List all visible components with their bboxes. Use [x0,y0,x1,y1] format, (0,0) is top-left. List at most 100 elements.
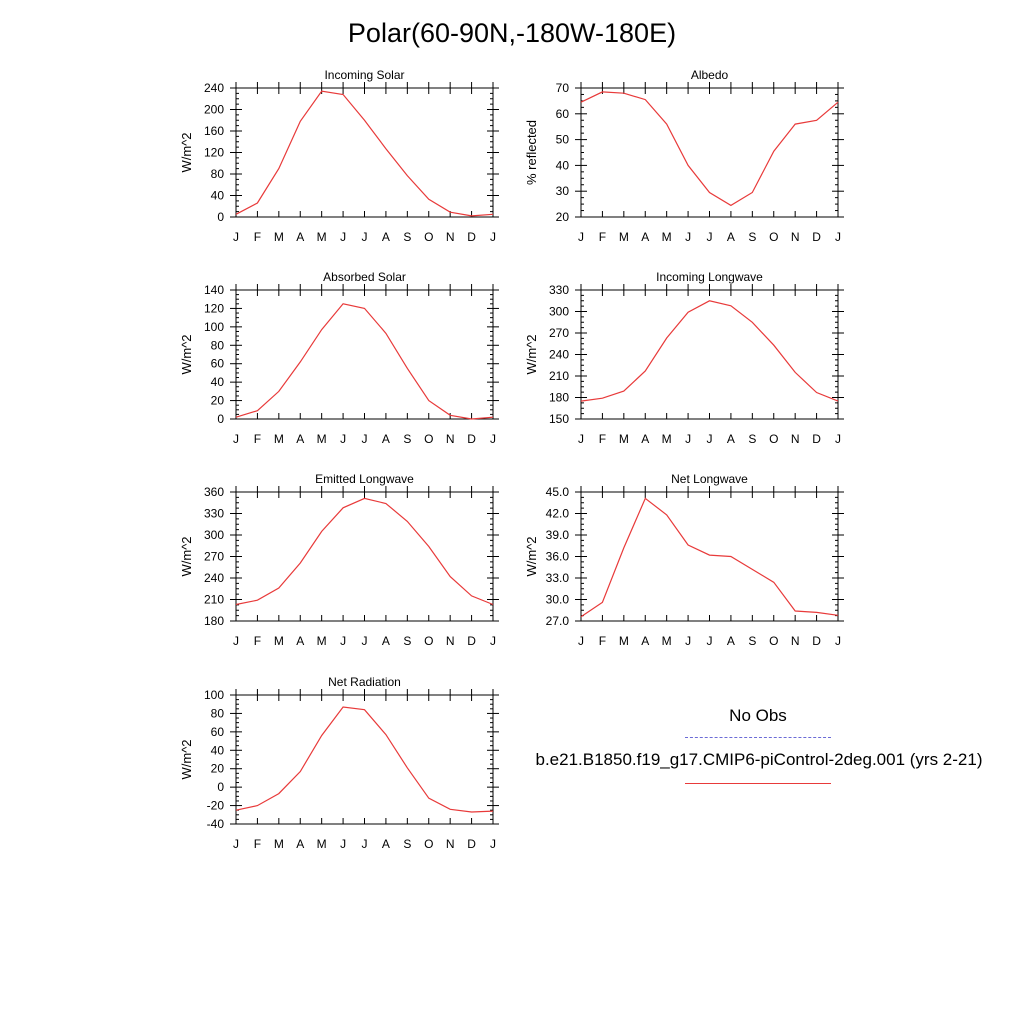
y-tick-label: 120 [204,146,224,160]
y-tick-label: 210 [204,593,224,607]
x-tick-label: A [296,230,304,244]
x-tick-label: A [382,230,390,244]
x-tick-label: A [382,634,390,648]
x-tick-label: F [599,634,606,648]
legend-obs-swatch [685,737,831,738]
y-tick-label: 160 [204,124,224,138]
x-tick-label: J [233,837,239,851]
x-tick-label: J [233,230,239,244]
y-tick-label: -20 [207,799,225,813]
series-line [235,303,494,420]
y-tick-label: 300 [204,528,224,542]
x-tick-label: A [727,432,735,446]
series-line [235,706,494,813]
x-tick-label: A [727,230,735,244]
x-tick-label: F [254,837,261,851]
x-tick-label: J [685,432,691,446]
y-tick-label: 40 [211,375,225,389]
plot-frame [235,694,494,825]
y-tick-label: 45.0 [546,485,570,499]
x-tick-label: A [296,837,304,851]
series-line [235,90,494,217]
x-tick-label: N [446,634,455,648]
series-line [580,300,839,402]
x-tick-label: J [490,432,496,446]
x-tick-label: J [340,432,346,446]
plot-frame [235,87,494,218]
x-tick-label: M [317,230,327,244]
y-tick-label: 360 [204,485,224,499]
x-tick-label: J [685,634,691,648]
x-tick-label: S [403,432,411,446]
x-tick-label: O [769,432,778,446]
legend-model-label: b.e21.B1850.f19_g17.CMIP6-piControl-2deg… [535,750,983,769]
y-tick-label: 140 [204,283,224,297]
y-tick-label: 270 [549,326,569,340]
x-tick-label: D [812,634,821,648]
series-line [580,497,839,618]
y-tick-label: 40 [556,158,570,172]
x-tick-label: A [296,432,304,446]
x-tick-label: J [233,634,239,648]
chart-title: Incoming Solar [324,68,404,82]
y-tick-label: 240 [204,81,224,95]
y-tick-label: 330 [204,507,224,521]
x-tick-label: J [490,230,496,244]
x-tick-label: A [641,230,649,244]
y-tick-label: 60 [211,725,225,739]
y-tick-label: 36.0 [546,550,570,564]
x-tick-label: N [446,432,455,446]
x-tick-label: A [382,837,390,851]
y-tick-label: 180 [549,391,569,405]
y-tick-label: 240 [549,348,569,362]
x-tick-label: D [467,634,476,648]
x-tick-label: S [403,837,411,851]
plot-frame [235,289,494,420]
chart-title: Net Radiation [328,675,401,689]
x-tick-label: J [578,230,584,244]
series-line [580,91,839,207]
x-tick-label: J [578,634,584,648]
x-tick-label: A [382,432,390,446]
x-tick-label: M [662,230,672,244]
x-tick-label: M [619,230,629,244]
y-tick-label: 240 [204,571,224,585]
x-tick-label: M [619,634,629,648]
y-tick-label: 60 [556,107,570,121]
y-tick-label: 120 [204,301,224,315]
x-tick-label: J [490,634,496,648]
legend-model-swatch [685,783,831,784]
x-tick-label: D [467,837,476,851]
y-tick-label: 80 [211,706,225,720]
x-tick-label: O [424,230,433,244]
y-tick-label: 20 [211,762,225,776]
y-tick-label: 40 [211,743,225,757]
x-tick-label: M [662,432,672,446]
y-axis-label: W/m^2 [179,739,194,779]
y-tick-label: 42.0 [546,507,570,521]
y-tick-label: 0 [217,210,224,224]
page-title: Polar(60-90N,-180W-180E) [347,18,677,48]
y-tick-label: 80 [211,338,225,352]
x-tick-label: M [662,634,672,648]
x-tick-label: M [317,634,327,648]
y-tick-label: 40 [211,189,225,203]
y-tick-label: 0 [217,412,224,426]
y-tick-label: 33.0 [546,571,570,585]
x-tick-label: S [403,634,411,648]
x-tick-label: M [317,837,327,851]
y-tick-label: 210 [549,369,569,383]
y-axis-label: W/m^2 [524,536,539,576]
x-tick-label: J [578,432,584,446]
y-tick-label: 60 [211,357,225,371]
x-tick-label: A [727,634,735,648]
x-tick-label: J [362,634,368,648]
x-tick-label: J [707,230,713,244]
y-tick-label: 50 [556,133,570,147]
plot-frame [580,87,839,218]
y-tick-label: 330 [549,283,569,297]
